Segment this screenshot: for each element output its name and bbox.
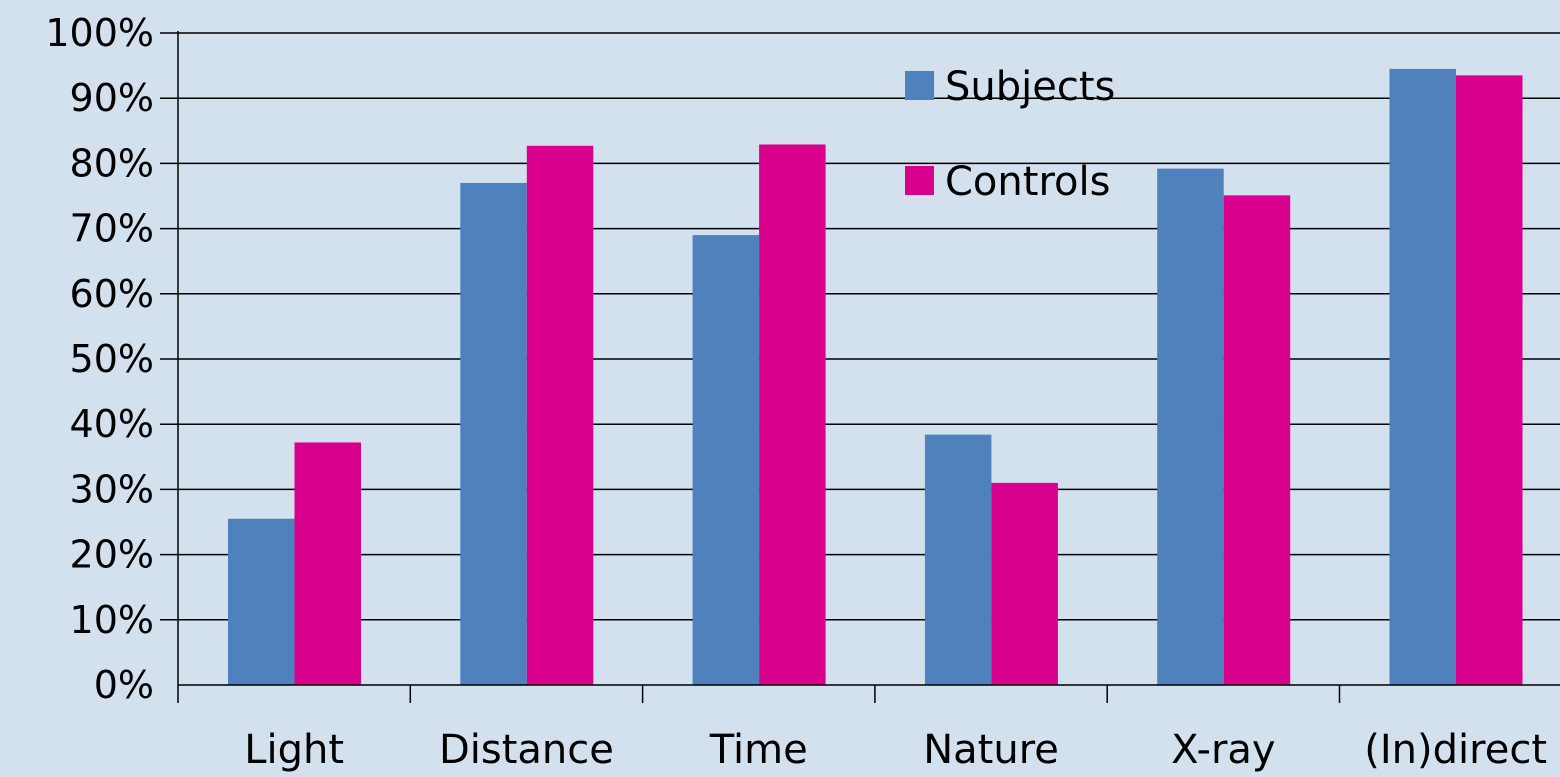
bar-subjects-4: [1157, 168, 1224, 686]
bar-controls-2: [759, 144, 826, 685]
bar-subjects-5: [1389, 68, 1456, 686]
legend-swatch-controls: [905, 166, 934, 195]
gridlines: [160, 32, 1560, 621]
y-tick-label: 50%: [70, 337, 154, 381]
x-tick-label: Light: [244, 727, 344, 773]
axes: [177, 31, 1560, 703]
bar-controls-3: [991, 482, 1058, 685]
y-tick-label: 100%: [45, 11, 154, 55]
bar-subjects-1: [460, 182, 527, 685]
y-tick-label: 40%: [70, 402, 154, 446]
bar-subjects-3: [924, 434, 992, 685]
x-tick-label: Nature: [923, 727, 1059, 773]
y-tick-label: 90%: [70, 76, 154, 120]
bar-subjects-2: [692, 235, 760, 685]
bar-controls-4: [1223, 195, 1291, 685]
y-tick-label: 30%: [70, 467, 154, 511]
x-tick-label: (In)direct: [1364, 727, 1547, 773]
y-tick-label: 70%: [70, 207, 154, 251]
x-tick-label: X-ray: [1171, 727, 1275, 773]
y-tick-label: 0%: [94, 663, 154, 707]
x-tick-label: Time: [709, 727, 808, 773]
legend: Subjects Controls: [905, 64, 1115, 205]
x-tick-label: Distance: [439, 727, 614, 773]
y-tick-label: 60%: [70, 272, 154, 316]
bar-controls-0: [294, 442, 361, 685]
y-tick-label: 10%: [70, 598, 154, 642]
bar-controls-5: [1456, 75, 1523, 685]
legend-label-subjects: Subjects: [945, 64, 1115, 110]
legend-swatch-subjects: [905, 71, 934, 100]
bar-controls-1: [526, 145, 594, 685]
legend-label-controls: Controls: [945, 159, 1110, 205]
y-tick-label: 80%: [70, 141, 154, 185]
bar-subjects-0: [228, 518, 295, 685]
bars: [228, 68, 1523, 686]
labels: 0% 10% 20% 30% 40% 50% 60% 70% 80% 90% 100% Light Di…: [45, 11, 1547, 773]
y-tick-label: 20%: [70, 533, 154, 577]
